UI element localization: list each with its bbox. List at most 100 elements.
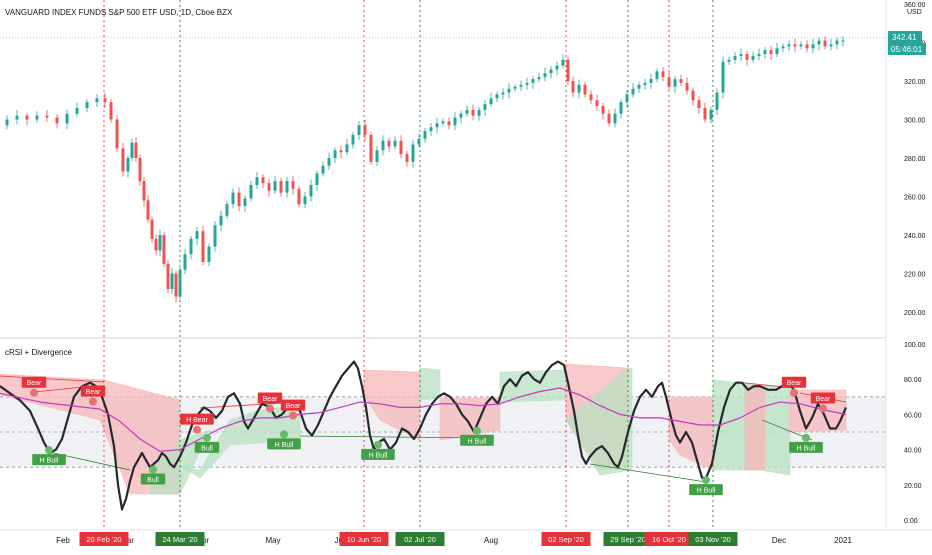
candle-body[interactable] bbox=[75, 107, 79, 114]
candle-body[interactable] bbox=[387, 140, 391, 147]
candle-body[interactable] bbox=[174, 273, 178, 297]
candle-body[interactable] bbox=[519, 84, 523, 87]
candle-body[interactable] bbox=[601, 106, 605, 114]
candle-body[interactable] bbox=[207, 246, 211, 262]
candle-body[interactable] bbox=[429, 127, 433, 132]
candle-body[interactable] bbox=[243, 198, 247, 207]
candle-body[interactable] bbox=[649, 79, 653, 83]
candle-body[interactable] bbox=[589, 94, 593, 101]
candle-body[interactable] bbox=[351, 134, 355, 145]
candle-body[interactable] bbox=[158, 235, 162, 251]
candle-body[interactable] bbox=[150, 219, 154, 239]
candle-body[interactable] bbox=[183, 254, 187, 270]
candle-body[interactable] bbox=[625, 94, 629, 103]
candle-body[interactable] bbox=[327, 158, 331, 166]
candle-body[interactable] bbox=[577, 84, 581, 93]
candle-body[interactable] bbox=[667, 77, 671, 87]
candle-body[interactable] bbox=[537, 77, 541, 80]
candle-body[interactable] bbox=[453, 117, 457, 126]
candle-body[interactable] bbox=[121, 148, 125, 172]
candle-body[interactable] bbox=[15, 115, 19, 120]
candle-body[interactable] bbox=[249, 184, 253, 199]
candle-body[interactable] bbox=[195, 231, 199, 239]
candle-body[interactable] bbox=[55, 117, 59, 124]
candle-body[interactable] bbox=[709, 109, 713, 120]
candle-body[interactable] bbox=[339, 150, 343, 153]
candle-body[interactable] bbox=[267, 183, 271, 191]
candle-body[interactable] bbox=[447, 121, 451, 126]
candle-body[interactable] bbox=[495, 94, 499, 99]
candle-body[interactable] bbox=[477, 109, 481, 116]
candle-body[interactable] bbox=[841, 40, 845, 42]
candle-body[interactable] bbox=[619, 102, 623, 114]
candle-body[interactable] bbox=[673, 79, 677, 87]
candle-body[interactable] bbox=[369, 134, 373, 162]
candle-body[interactable] bbox=[303, 196, 307, 205]
candle-body[interactable] bbox=[142, 181, 146, 201]
candle-body[interactable] bbox=[835, 40, 839, 45]
candle-body[interactable] bbox=[138, 158, 142, 182]
candle-body[interactable] bbox=[637, 84, 641, 89]
candle-body[interactable] bbox=[811, 44, 815, 49]
candle-body[interactable] bbox=[5, 119, 9, 126]
candle-body[interactable] bbox=[435, 123, 439, 128]
candle-body[interactable] bbox=[237, 192, 241, 207]
candle-body[interactable] bbox=[35, 115, 39, 120]
candle-body[interactable] bbox=[162, 235, 166, 264]
candle-body[interactable] bbox=[393, 140, 397, 147]
candle-body[interactable] bbox=[531, 79, 535, 83]
candle-body[interactable] bbox=[555, 65, 559, 70]
candle-body[interactable] bbox=[315, 173, 319, 185]
candle-body[interactable] bbox=[465, 109, 469, 114]
candle-body[interactable] bbox=[571, 81, 575, 93]
candle-body[interactable] bbox=[489, 98, 493, 105]
candle-body[interactable] bbox=[805, 44, 809, 49]
candle-body[interactable] bbox=[85, 102, 89, 108]
candle-body[interactable] bbox=[130, 142, 134, 158]
candle-body[interactable] bbox=[405, 154, 409, 162]
candle-body[interactable] bbox=[525, 82, 529, 85]
crsi-line[interactable] bbox=[0, 360, 848, 511]
candle-body[interactable] bbox=[345, 144, 349, 153]
price-candles[interactable] bbox=[0, 36, 886, 303]
candle-body[interactable] bbox=[103, 98, 107, 103]
candle-body[interactable] bbox=[829, 44, 833, 47]
candle-body[interactable] bbox=[691, 90, 695, 101]
candle-body[interactable] bbox=[170, 273, 174, 289]
candle-body[interactable] bbox=[769, 50, 773, 55]
candle-body[interactable] bbox=[733, 55, 737, 60]
candle-body[interactable] bbox=[219, 215, 223, 226]
candle-body[interactable] bbox=[607, 113, 611, 124]
candle-body[interactable] bbox=[703, 107, 707, 120]
candle-body[interactable] bbox=[178, 269, 182, 297]
candle-body[interactable] bbox=[739, 54, 743, 56]
candle-body[interactable] bbox=[213, 225, 217, 247]
candle-body[interactable] bbox=[126, 158, 130, 172]
candle-body[interactable] bbox=[727, 59, 731, 62]
candle-body[interactable] bbox=[399, 140, 403, 155]
candle-body[interactable] bbox=[363, 125, 367, 135]
candle-body[interactable] bbox=[595, 100, 599, 107]
candle-body[interactable] bbox=[631, 88, 635, 95]
candle-body[interactable] bbox=[459, 113, 463, 118]
candle-body[interactable] bbox=[655, 71, 659, 80]
oscillator-lines[interactable] bbox=[0, 360, 848, 511]
candle-body[interactable] bbox=[109, 102, 113, 120]
candle-body[interactable] bbox=[411, 144, 415, 162]
candle-body[interactable] bbox=[231, 192, 235, 205]
candle-body[interactable] bbox=[279, 181, 283, 193]
candle-body[interactable] bbox=[751, 55, 755, 60]
candle-body[interactable] bbox=[95, 98, 99, 103]
candle-body[interactable] bbox=[745, 54, 749, 60]
candle-body[interactable] bbox=[291, 181, 295, 189]
candle-body[interactable] bbox=[507, 88, 511, 93]
candle-body[interactable] bbox=[441, 121, 445, 124]
candle-body[interactable] bbox=[549, 69, 553, 74]
candle-body[interactable] bbox=[225, 204, 229, 216]
oscillator-y-axis[interactable]: 100.00 80.00 60.00 40.00 20.00 0.00 bbox=[904, 342, 926, 525]
candle-body[interactable] bbox=[613, 113, 617, 124]
candle-body[interactable] bbox=[561, 59, 565, 66]
candle-body[interactable] bbox=[763, 50, 767, 55]
candle-body[interactable] bbox=[189, 238, 193, 255]
candle-body[interactable] bbox=[146, 200, 150, 220]
